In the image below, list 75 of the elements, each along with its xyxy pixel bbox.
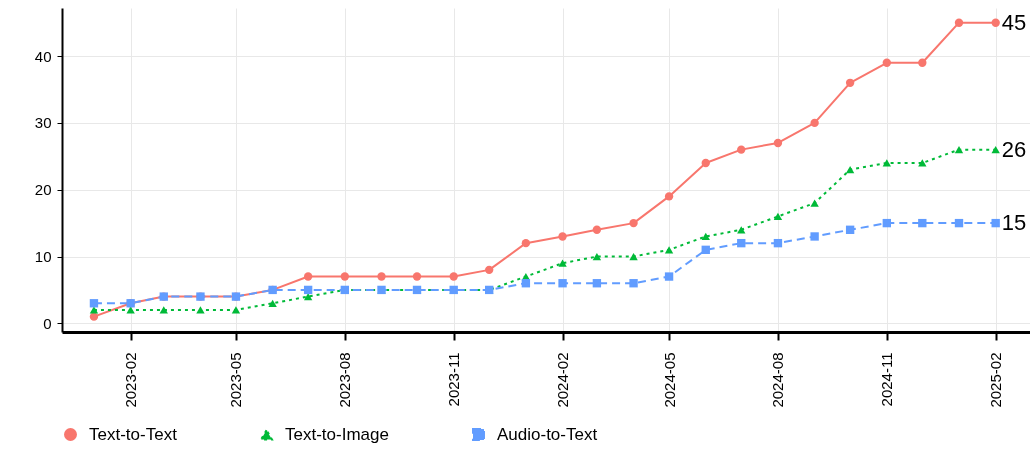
point <box>991 146 1000 154</box>
point <box>918 159 927 167</box>
point <box>701 232 710 241</box>
y-tick-label: 10 <box>34 248 52 266</box>
point <box>810 118 819 128</box>
point <box>810 232 819 241</box>
point <box>882 58 891 67</box>
point <box>592 225 602 234</box>
point <box>664 246 674 254</box>
point <box>773 238 783 248</box>
point <box>89 299 99 308</box>
point <box>592 252 602 261</box>
point <box>845 225 855 234</box>
point <box>991 18 1000 27</box>
point <box>954 18 964 27</box>
point <box>558 259 567 267</box>
data-label: 15 <box>1001 210 1027 236</box>
point <box>126 306 135 314</box>
data-label: 26 <box>1001 136 1027 162</box>
legend-label: Text-to-Image <box>285 424 389 444</box>
point <box>521 279 531 288</box>
point <box>664 272 674 281</box>
x-tick-label: 2023-02 <box>122 352 140 408</box>
point <box>737 145 746 154</box>
x-tick-label: 2024-08 <box>769 352 787 408</box>
point <box>664 192 674 201</box>
x-tick-label: 2023-08 <box>336 352 354 408</box>
legend-label: Text-to-Text <box>89 424 178 444</box>
point <box>773 138 783 148</box>
point <box>558 232 567 241</box>
point <box>810 199 819 207</box>
x-tick-label: 2024-11 <box>878 352 896 407</box>
x-tick-label: 2023-05 <box>227 352 245 408</box>
point <box>882 159 891 167</box>
point <box>991 218 1000 228</box>
point <box>954 218 964 228</box>
point <box>412 272 422 281</box>
point <box>629 279 638 288</box>
point <box>629 218 638 228</box>
point <box>701 158 710 168</box>
point <box>303 272 313 281</box>
point <box>954 146 964 154</box>
x-tick-label: 2024-02 <box>554 352 572 408</box>
point <box>340 272 350 281</box>
point <box>592 279 602 288</box>
y-tick-label: 40 <box>34 47 52 65</box>
point <box>485 265 494 275</box>
point <box>521 238 531 248</box>
point <box>918 218 927 228</box>
legend-label: Audio-to-Text <box>497 424 598 444</box>
point <box>377 272 386 281</box>
y-tick-label: 20 <box>34 181 52 199</box>
point <box>737 238 746 248</box>
point <box>701 245 710 255</box>
data-label: 45 <box>1001 9 1027 35</box>
point <box>773 212 783 221</box>
point <box>882 218 891 228</box>
point <box>159 306 168 314</box>
x-tick-label: 2024-05 <box>660 352 678 408</box>
point <box>231 306 241 314</box>
point <box>918 58 927 67</box>
point <box>737 226 746 234</box>
point <box>268 299 277 307</box>
y-tick-label: 30 <box>34 114 52 132</box>
point <box>845 166 855 174</box>
x-tick-label: 2023-11 <box>445 352 463 407</box>
point <box>303 285 313 295</box>
x-tick-label: 2025-02 <box>987 352 1005 408</box>
point <box>196 306 205 314</box>
point <box>845 78 855 87</box>
point <box>449 272 458 281</box>
point <box>629 252 638 261</box>
y-tick-label: 0 <box>43 314 52 332</box>
point <box>558 279 567 288</box>
point <box>89 306 99 314</box>
